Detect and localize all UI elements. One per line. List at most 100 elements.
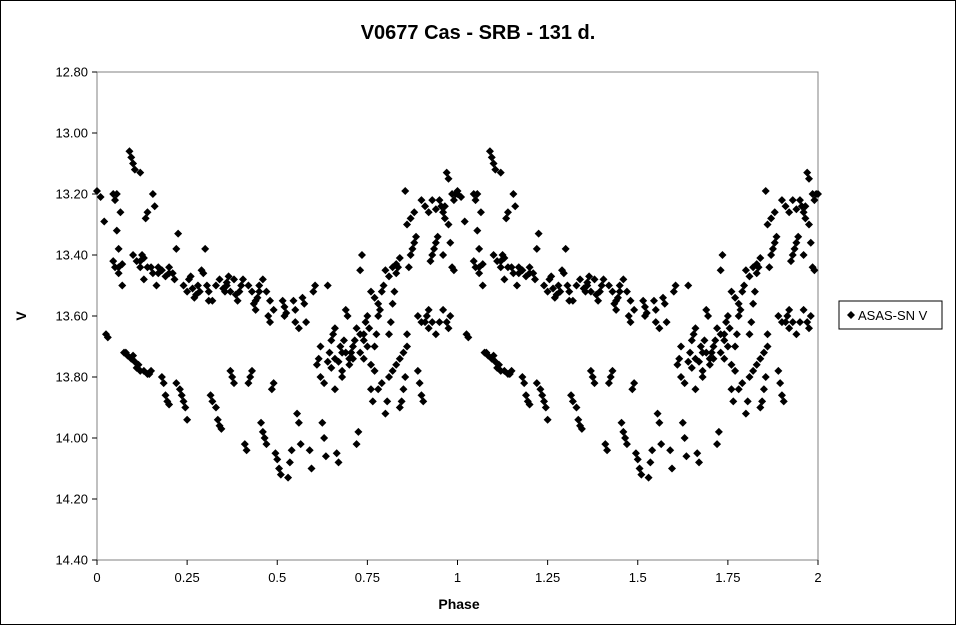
- data-point: [585, 272, 594, 281]
- data-point: [727, 360, 736, 369]
- data-point: [439, 251, 448, 259]
- data-point: [792, 330, 801, 339]
- data-point: [777, 391, 786, 400]
- data-point: [439, 305, 448, 314]
- data-point: [96, 193, 105, 202]
- data-point: [586, 287, 595, 296]
- data-point: [356, 266, 365, 275]
- data-point: [395, 254, 404, 263]
- data-point: [330, 385, 339, 394]
- data-point: [540, 397, 549, 406]
- data-point: [130, 165, 139, 174]
- data-point: [300, 299, 309, 308]
- y-tick-label: 14.00: [55, 431, 88, 446]
- data-point: [201, 244, 210, 253]
- data-point: [188, 284, 197, 293]
- data-point: [644, 473, 653, 482]
- data-point: [269, 305, 278, 314]
- data-point: [399, 385, 408, 394]
- data-point: [646, 458, 655, 467]
- data-point: [532, 379, 541, 388]
- data-point: [568, 296, 577, 305]
- data-point: [103, 333, 112, 342]
- data-point: [716, 330, 725, 339]
- data-point: [229, 275, 238, 284]
- data-point: [487, 153, 496, 162]
- data-point: [172, 244, 181, 253]
- data-point: [615, 287, 624, 296]
- data-point: [740, 281, 749, 290]
- data-point: [658, 293, 667, 302]
- data-point: [356, 330, 365, 339]
- data-point: [242, 446, 251, 455]
- data-point: [449, 266, 458, 275]
- data-point: [204, 287, 213, 296]
- data-point: [599, 275, 608, 284]
- data-point: [116, 208, 125, 217]
- data-point: [129, 159, 138, 168]
- data-point: [208, 296, 217, 305]
- data-point: [444, 324, 453, 333]
- data-point: [240, 440, 249, 449]
- data-point: [129, 351, 138, 360]
- data-point: [385, 373, 394, 381]
- data-point: [186, 272, 195, 281]
- data-point: [428, 251, 437, 259]
- data-point: [325, 348, 334, 357]
- data-point: [397, 397, 406, 406]
- data-point: [718, 251, 727, 259]
- y-tick-label: 13.00: [55, 126, 88, 141]
- x-tick-label: 1: [454, 570, 461, 585]
- data-point: [765, 263, 774, 272]
- data-point: [662, 318, 671, 327]
- data-point: [604, 281, 613, 290]
- plot-area: [96, 71, 819, 561]
- data-point: [291, 318, 300, 327]
- data-point: [574, 415, 583, 424]
- data-point: [251, 305, 260, 314]
- data-point: [392, 360, 401, 369]
- data-point: [330, 354, 339, 363]
- data-point: [403, 220, 412, 229]
- data-point: [749, 299, 758, 308]
- data-point: [698, 373, 707, 381]
- data-point: [446, 238, 455, 247]
- data-point: [702, 305, 711, 314]
- data-point: [502, 214, 511, 223]
- data-point: [350, 336, 359, 345]
- data-point: [803, 318, 812, 327]
- data-point: [233, 296, 242, 305]
- data-point: [139, 254, 148, 263]
- data-point: [395, 354, 404, 363]
- data-point: [651, 318, 660, 327]
- data-point: [433, 232, 442, 241]
- legend-marker-icon: [847, 311, 855, 319]
- data-point: [804, 174, 813, 183]
- data-point: [770, 208, 779, 217]
- data-point: [403, 342, 412, 351]
- data-point: [601, 440, 610, 449]
- data-point: [619, 275, 628, 284]
- data-point: [785, 324, 794, 333]
- data-point: [786, 257, 795, 266]
- data-point: [262, 287, 271, 296]
- data-point: [417, 391, 426, 400]
- data-point: [449, 196, 458, 205]
- data-point: [161, 391, 170, 400]
- data-point: [711, 336, 720, 345]
- data-point: [563, 281, 572, 290]
- data-point: [790, 244, 799, 253]
- data-point: [363, 342, 372, 351]
- data-point: [109, 257, 118, 266]
- data-point: [512, 281, 521, 290]
- data-point: [444, 220, 453, 229]
- data-point: [568, 397, 577, 406]
- data-point: [732, 330, 741, 339]
- data-point: [147, 263, 156, 272]
- data-point: [655, 324, 664, 333]
- data-point: [309, 287, 318, 296]
- data-point: [370, 366, 379, 375]
- data-point: [756, 403, 765, 412]
- data-point: [631, 449, 640, 458]
- data-point: [781, 202, 790, 211]
